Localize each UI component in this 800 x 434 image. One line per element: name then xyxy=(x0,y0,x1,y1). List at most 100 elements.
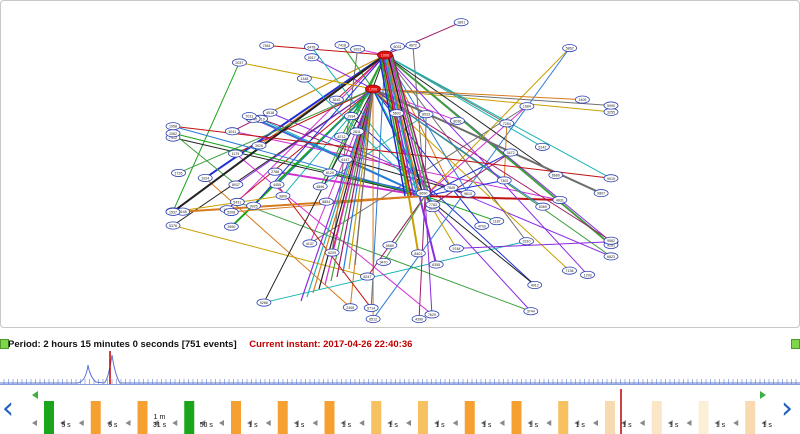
graph-node: 7845 xyxy=(443,183,459,192)
graph-node: 4896 xyxy=(312,182,328,191)
graph-node: 3310 xyxy=(519,237,534,246)
graph-node-shape xyxy=(223,207,239,216)
graph-node-shape xyxy=(223,222,239,231)
network-graph-panel[interactable]: 1024118713522053221924052611278829343041… xyxy=(0,0,800,328)
graph-node-label: 5589 xyxy=(386,244,394,248)
graph-node: 7418 xyxy=(334,40,350,49)
graph-node: 7254 xyxy=(499,119,515,128)
graph-node: 8369 xyxy=(535,202,551,211)
graph-node-shape xyxy=(171,168,186,177)
graph-node: 5431 xyxy=(229,197,245,206)
graph-node-label: 2037 xyxy=(235,61,243,65)
graph-node-shape xyxy=(449,244,464,253)
timeline-step: 6 s xyxy=(78,401,118,434)
graph-node-label: 6355 xyxy=(432,263,440,267)
graph-node: 6823 xyxy=(603,252,619,261)
graph-edge xyxy=(331,49,359,253)
graph-edge xyxy=(372,88,583,101)
graph-node-shape xyxy=(411,314,427,323)
current-instant-label: Current instant: 2017-04-26 22:40:36 xyxy=(249,339,413,350)
graph-node-shape xyxy=(519,102,535,111)
graph-node-label: 5017 xyxy=(308,56,316,60)
graph-edge xyxy=(424,195,433,315)
graph-edge xyxy=(172,62,240,212)
graph-node: 1726 xyxy=(171,168,186,177)
graph-node-shape xyxy=(574,95,590,104)
graph-node-shape xyxy=(302,239,318,248)
graph-edge xyxy=(385,54,421,197)
graph-node: 4703 xyxy=(474,221,490,230)
graph-node-label: 7254 xyxy=(503,122,511,126)
graph-node-label: 3255 xyxy=(607,110,615,114)
graph-node-shape xyxy=(603,252,619,261)
timeline-step-label: 1 s xyxy=(763,422,773,429)
left-range-handle[interactable] xyxy=(0,339,9,349)
graph-node-label: 8036 xyxy=(453,119,461,123)
graph-node: 7783 xyxy=(425,200,441,209)
graph-node-shape xyxy=(197,173,213,182)
graph-node-shape xyxy=(304,53,320,62)
graph-node-label: 7783 xyxy=(429,203,437,207)
graph-node-label: 7302 xyxy=(500,179,508,183)
graph-node-label: 4455 xyxy=(273,183,281,187)
graph-node-shape xyxy=(523,307,539,316)
graph-node: 5603 xyxy=(389,109,405,118)
timeline-step: 1 s xyxy=(733,401,772,434)
timeline-steps[interactable]: 5 s 6 s 1 m31 s 50 s 1 s 1 s 1 s 1 s 1 s 1 s 1 s 1 … xyxy=(0,389,800,434)
timeline-step: 1 s xyxy=(639,401,679,434)
graph-node-label: 5714 xyxy=(367,306,375,310)
graph-node: 9613 xyxy=(460,189,476,198)
graph-node-shape xyxy=(580,270,596,279)
step-arrow-icon xyxy=(340,420,346,426)
timeline-step-label: 31 s xyxy=(153,422,167,429)
graph-node: 7302 xyxy=(496,176,512,185)
period-label: Period: 2 hours 15 minutes 0 seconds [75… xyxy=(8,339,237,350)
graph-edge xyxy=(384,54,557,176)
graph-node-label: 9266 xyxy=(260,301,268,305)
step-arrow-icon xyxy=(499,420,505,426)
step-arrow-icon xyxy=(153,420,159,426)
timeline-step: 50 s xyxy=(172,401,213,434)
graph-node-shape xyxy=(562,44,578,53)
graph-node-label: 1958 xyxy=(169,125,177,129)
timeline-step-label: 50 s xyxy=(200,422,214,429)
graph-edge xyxy=(424,47,570,197)
graph-node: 1348 xyxy=(296,74,312,83)
graph-node-label: 3128 xyxy=(428,207,436,211)
graph-node: 1684 xyxy=(519,102,535,111)
graph-edge xyxy=(384,54,543,148)
network-graph[interactable]: 1024118713522053221924052611278829343041… xyxy=(1,1,799,327)
graph-node-label: 1024 xyxy=(201,176,209,180)
chevron-right-icon[interactable]: › xyxy=(781,391,793,426)
graph-node-shape xyxy=(593,189,609,198)
graph-edge xyxy=(263,88,374,303)
highlighted-node: 1000 xyxy=(377,50,393,60)
graph-node: 5376 xyxy=(165,221,181,230)
graph-node-shape xyxy=(165,207,181,216)
right-range-handle[interactable] xyxy=(791,339,800,349)
graph-node: 1958 xyxy=(165,122,181,131)
graph-node-shape xyxy=(415,189,431,198)
graph-node: 3590 xyxy=(223,222,239,231)
graph-edge xyxy=(336,88,374,278)
graph-node: 8712 xyxy=(334,132,349,141)
step-arrow-icon xyxy=(593,420,598,426)
graph-edges xyxy=(172,21,612,320)
step-arrow-icon xyxy=(714,420,720,426)
graph-node-label: 7418 xyxy=(338,43,346,47)
graph-node: 2405 xyxy=(342,303,358,312)
graph-node-shape xyxy=(428,260,444,269)
timeline-end-marker xyxy=(760,391,766,399)
graph-edge xyxy=(172,132,237,185)
graph-node-label: 9148 xyxy=(179,210,187,214)
step-arrow-icon xyxy=(639,420,645,426)
graph-node: 5714 xyxy=(363,303,379,312)
graph-node-shape xyxy=(342,303,358,312)
graph-node-shape xyxy=(251,141,267,150)
event-histogram[interactable] xyxy=(0,351,800,385)
step-arrow-icon xyxy=(667,420,673,426)
chevron-left-icon[interactable]: ‹ xyxy=(2,391,14,426)
graph-node-label: 4518 xyxy=(266,111,274,115)
graph-edge xyxy=(382,54,415,197)
graph-node: 9266 xyxy=(256,298,272,307)
